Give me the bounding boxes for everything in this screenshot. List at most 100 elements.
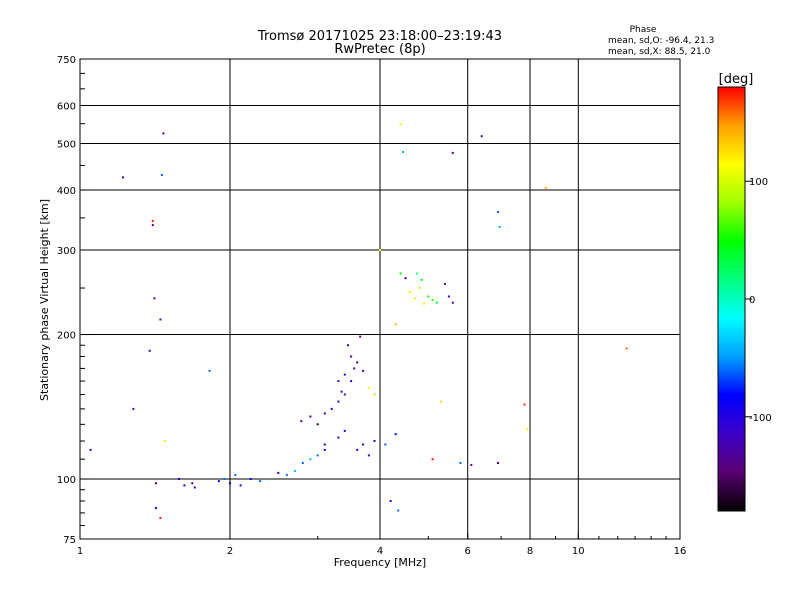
x-tick-label: 4	[377, 546, 383, 557]
data-point	[402, 151, 405, 153]
data-point	[323, 448, 326, 451]
data-point	[523, 403, 526, 406]
data-point	[163, 440, 166, 442]
x-tick-label: 10	[572, 546, 585, 557]
data-point	[154, 482, 157, 485]
data-point	[159, 318, 162, 321]
data-point	[132, 407, 135, 410]
data-point	[356, 361, 359, 364]
data-point	[316, 423, 319, 426]
data-point	[309, 415, 312, 418]
data-point	[323, 443, 326, 446]
colorbar-tick-label: 0	[749, 295, 755, 306]
data-point	[122, 176, 124, 179]
data-point	[625, 347, 628, 350]
data-point	[151, 224, 154, 227]
data-point	[337, 436, 340, 439]
data-point	[399, 272, 402, 275]
data-point	[409, 291, 412, 294]
data-point	[330, 407, 333, 410]
y-tick-label: 300	[57, 246, 76, 257]
data-point	[239, 484, 242, 487]
data-point	[350, 380, 353, 383]
data-points	[89, 123, 628, 519]
data-point	[404, 277, 407, 280]
data-point	[435, 301, 438, 304]
data-point	[316, 454, 319, 457]
data-point	[89, 448, 92, 451]
data-point	[422, 302, 425, 305]
data-point	[277, 471, 280, 474]
data-point	[309, 458, 312, 461]
data-point	[208, 369, 211, 372]
x-tick-label: 6	[465, 546, 471, 557]
data-point	[359, 335, 362, 338]
grid-lines	[80, 59, 680, 539]
data-point	[394, 323, 397, 326]
data-point	[418, 287, 421, 289]
data-point	[162, 132, 165, 135]
data-point	[399, 123, 402, 126]
phase-legend-x: mean, sd,X: 88.5, 21.0	[608, 47, 711, 57]
data-point	[259, 480, 262, 483]
x-tick-label: 1	[77, 546, 83, 557]
data-point	[343, 393, 346, 396]
data-point	[350, 355, 353, 358]
data-point	[347, 344, 349, 347]
data-point	[397, 509, 400, 512]
data-point	[431, 299, 434, 301]
data-point	[451, 151, 454, 154]
data-point	[451, 301, 454, 304]
colorbar-label: [deg]	[719, 72, 754, 87]
data-point	[356, 448, 359, 451]
data-point	[439, 400, 442, 403]
data-point	[293, 469, 296, 472]
x-axis-label: Frequency [MHz]	[334, 556, 426, 569]
colorbar	[717, 86, 746, 512]
y-axis-ticks: 75 100 200 300 400 500 600 750	[57, 55, 90, 546]
data-point	[193, 486, 196, 489]
data-point	[480, 135, 483, 138]
data-point	[497, 211, 499, 213]
data-point	[498, 226, 501, 228]
y-tick-label: 400	[57, 186, 76, 197]
x-tick-label: 2	[227, 546, 233, 557]
data-point	[154, 507, 157, 510]
y-tick-label: 200	[57, 331, 76, 342]
data-point	[249, 478, 252, 480]
x-axis-ticks: 1 2 4 6 8 10 16	[77, 533, 687, 557]
data-point	[160, 174, 163, 176]
colorbar-tick-label: -100	[749, 413, 772, 424]
data-point	[443, 282, 446, 285]
chart-title: Tromsø 20171025 23:18:00–23:19:43	[257, 29, 502, 44]
data-point	[300, 420, 303, 423]
data-point	[497, 462, 499, 464]
data-point	[337, 380, 340, 383]
data-point	[159, 516, 162, 519]
y-tick-label: 75	[63, 535, 76, 546]
y-tick-label: 500	[57, 140, 76, 151]
x-tick-label: 16	[674, 546, 687, 557]
data-point	[191, 482, 194, 485]
data-point	[285, 473, 288, 476]
y-tick-label: 100	[57, 475, 76, 486]
y-tick-label: 750	[57, 55, 76, 66]
data-point	[362, 369, 365, 372]
data-point	[544, 187, 547, 189]
data-point	[223, 478, 226, 480]
data-point	[148, 349, 151, 352]
data-point	[379, 249, 381, 251]
colorbar-tick-label: 100	[749, 177, 768, 188]
data-point	[337, 400, 340, 403]
x-tick-label: 8	[527, 546, 533, 557]
data-point	[389, 500, 392, 502]
data-point	[367, 454, 370, 457]
data-point	[367, 386, 370, 389]
data-point	[343, 429, 346, 432]
data-point	[420, 278, 423, 281]
data-point	[470, 463, 473, 466]
data-point	[229, 482, 231, 485]
data-point	[431, 458, 434, 461]
data-point	[362, 443, 365, 446]
